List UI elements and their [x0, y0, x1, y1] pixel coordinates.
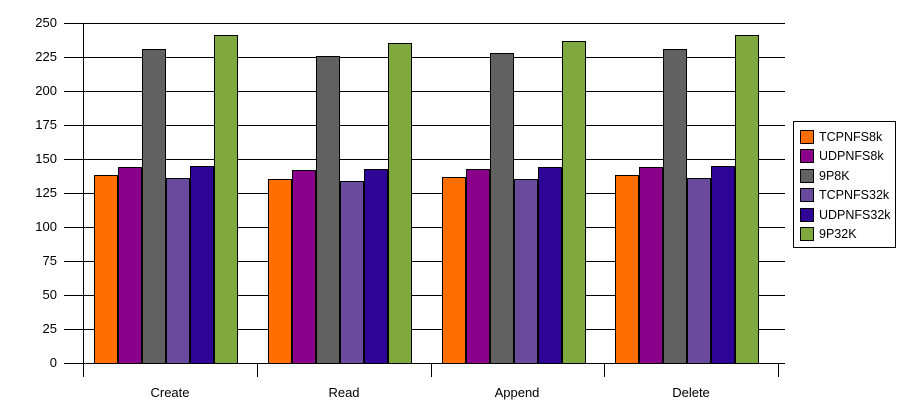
bar-TCPNFS32k-Append	[514, 179, 538, 364]
bar-UDPNFS32k-Read	[364, 169, 388, 364]
legend-label-UDPNFS32k: UDPNFS32k	[819, 207, 891, 222]
legend-swatch-UDPNFS8k	[800, 149, 814, 164]
legend-item-UDPNFS32k: UDPNFS32k	[800, 205, 895, 225]
legend-item-TCPNFS8k: TCPNFS8k	[800, 127, 895, 147]
y-axis-tick-label: 200	[35, 83, 57, 98]
y-gridline	[64, 193, 785, 194]
bar-9P32K-Create	[214, 35, 238, 364]
x-axis-tick	[778, 363, 779, 377]
legend-item-TCPNFS32k: TCPNFS32k	[800, 186, 895, 206]
bar-UDPNFS8k-Delete	[639, 167, 663, 364]
y-axis-tick-label: 50	[42, 287, 57, 302]
y-axis-tick-label: 100	[35, 219, 57, 234]
bar-9P32K-Delete	[735, 35, 759, 364]
bar-UDPNFS8k-Append	[466, 169, 490, 364]
bar-TCPNFS8k-Create	[94, 175, 118, 364]
y-axis-tick-label: 225	[35, 49, 57, 64]
bar-TCPNFS32k-Delete	[687, 178, 711, 364]
bar-UDPNFS8k-Create	[118, 167, 142, 364]
y-axis-tick-label: 125	[35, 185, 57, 200]
bar-9P8K-Create	[142, 49, 166, 364]
y-axis-tick-label: 0	[49, 355, 57, 370]
y-axis-tick-label: 25	[42, 321, 57, 336]
y-gridline	[64, 125, 785, 126]
y-axis-tick-label: 150	[35, 151, 57, 166]
legend-swatch-9P8K	[800, 168, 814, 183]
x-axis-tick	[83, 363, 84, 377]
bar-UDPNFS8k-Read	[292, 170, 316, 364]
bar-TCPNFS32k-Create	[166, 178, 190, 364]
y-gridline	[64, 57, 785, 58]
legend-item-UDPNFS8k: UDPNFS8k	[800, 147, 895, 167]
bar-UDPNFS32k-Append	[538, 167, 562, 364]
bar-TCPNFS8k-Append	[442, 177, 466, 364]
y-gridline	[64, 23, 785, 24]
bar-9P8K-Delete	[663, 49, 687, 364]
bar-TCPNFS8k-Read	[268, 179, 292, 364]
y-gridline	[64, 91, 785, 92]
y-gridline	[64, 329, 785, 330]
bar-TCPNFS32k-Read	[340, 181, 364, 364]
y-axis-line	[83, 23, 84, 377]
x-axis-tick	[257, 363, 258, 377]
y-gridline	[64, 363, 785, 364]
bar-TCPNFS8k-Delete	[615, 175, 639, 364]
bar-9P32K-Read	[388, 43, 412, 364]
y-gridline	[64, 295, 785, 296]
bar-9P8K-Read	[316, 56, 340, 364]
legend-label-TCPNFS32k: TCPNFS32k	[819, 188, 890, 203]
legend: TCPNFS8k UDPNFS8k 9P8K TCPNFS32k UDPNFS32k 9P…	[793, 121, 896, 248]
legend-label-UDPNFS8k: UDPNFS8k	[819, 149, 884, 164]
legend-swatch-UDPNFS32k	[800, 207, 814, 222]
bar-9P32K-Append	[562, 41, 586, 364]
y-axis-tick-label: 175	[35, 117, 57, 132]
y-gridline	[64, 159, 785, 160]
x-axis-category-label: Create	[150, 385, 190, 400]
y-gridline	[64, 227, 785, 228]
x-axis-category-label: Read	[328, 385, 360, 400]
legend-label-9P8K: 9P8K	[819, 168, 850, 183]
x-axis-tick	[604, 363, 605, 377]
bar-9P8K-Append	[490, 53, 514, 364]
bar-UDPNFS32k-Delete	[711, 166, 735, 364]
y-axis-tick-label: 75	[42, 253, 57, 268]
legend-item-9P8K: 9P8K	[800, 166, 895, 186]
y-gridline	[64, 261, 785, 262]
x-axis-tick	[431, 363, 432, 377]
y-axis-tick-label: 250	[35, 15, 57, 30]
legend-label-TCPNFS8k: TCPNFS8k	[819, 129, 883, 144]
bar-UDPNFS32k-Create	[190, 166, 214, 364]
legend-item-9P32K: 9P32K	[800, 225, 895, 245]
legend-swatch-TCPNFS32k	[800, 188, 814, 203]
legend-label-9P32K: 9P32K	[819, 227, 857, 242]
x-axis-category-label: Append	[494, 385, 540, 400]
x-axis-category-label: Delete	[672, 385, 710, 400]
legend-swatch-TCPNFS8k	[800, 129, 814, 144]
legend-swatch-9P32K	[800, 227, 814, 242]
